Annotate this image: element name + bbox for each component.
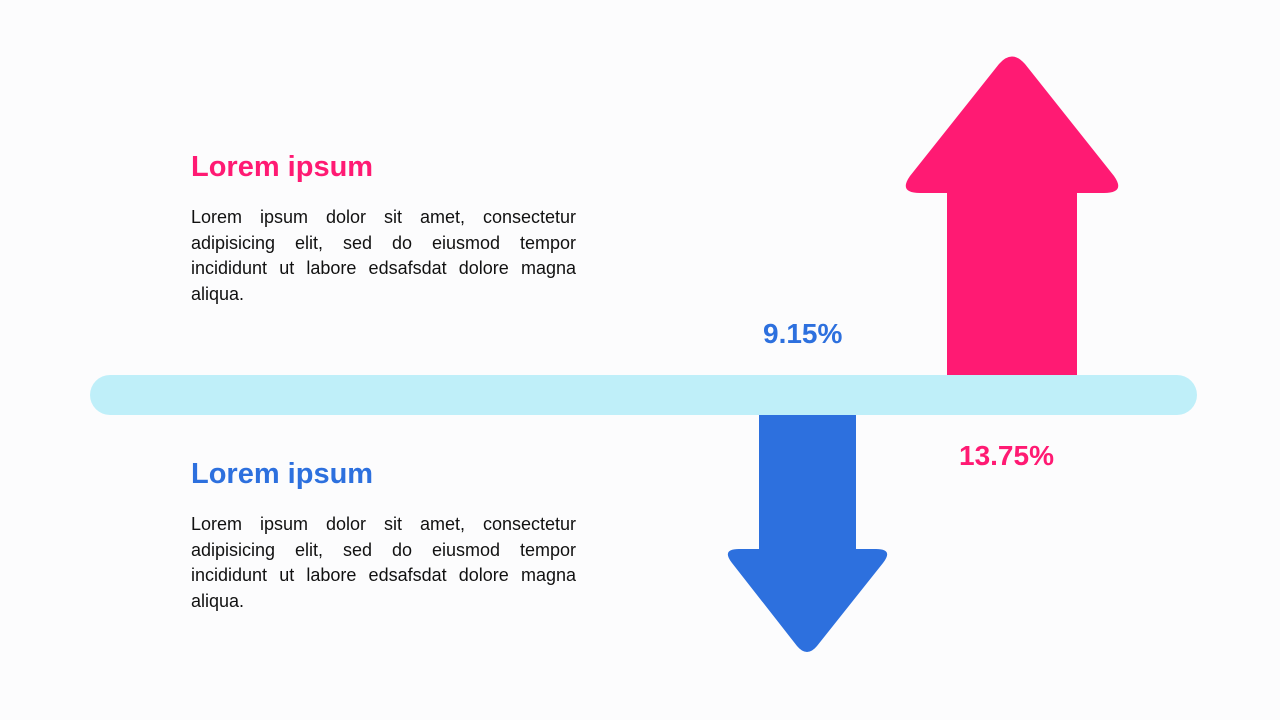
- top-description: Lorem ipsum dolor sit amet, consectetur …: [191, 207, 576, 304]
- bottom-heading: Lorem ipsum: [191, 458, 374, 490]
- down-arrow-icon: [727, 414, 888, 652]
- top-heading: Lorem ipsum: [191, 151, 374, 183]
- decrease-value: 9.15%: [763, 318, 843, 349]
- up-arrow-icon: [905, 56, 1119, 376]
- baseline-bar: [90, 375, 1197, 415]
- increase-value: 13.75%: [959, 440, 1054, 471]
- bottom-description: Lorem ipsum dolor sit amet, consectetur …: [191, 514, 576, 611]
